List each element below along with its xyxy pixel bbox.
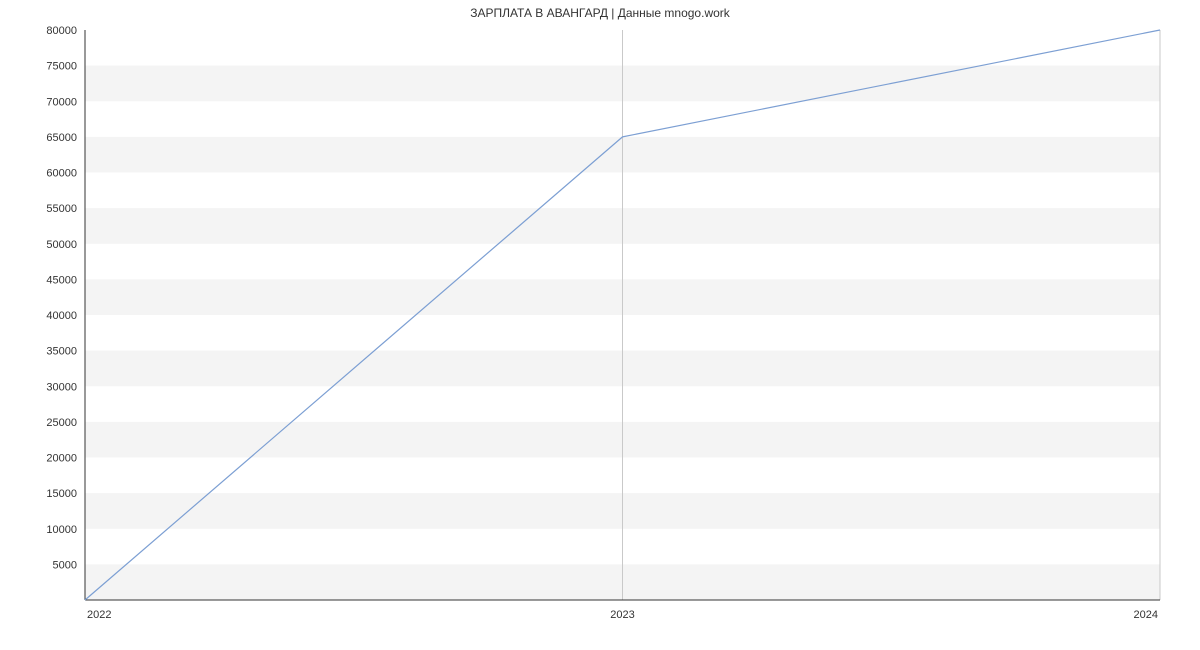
- y-tick-label: 10000: [46, 524, 77, 536]
- y-tick-label: 35000: [46, 346, 77, 358]
- y-tick-label: 25000: [46, 417, 77, 429]
- salary-line-chart: ЗАРПЛАТА В АВАНГАРД | Данные mnogo.work …: [0, 0, 1200, 650]
- y-tick-label: 70000: [46, 96, 77, 108]
- y-tick-label: 75000: [46, 61, 77, 73]
- y-tick-label: 30000: [46, 381, 77, 393]
- y-tick-label: 15000: [46, 488, 77, 500]
- x-tick-label: 2023: [610, 609, 634, 621]
- y-tick-label: 55000: [46, 203, 77, 215]
- y-tick-label: 5000: [53, 559, 77, 571]
- y-tick-label: 20000: [46, 453, 77, 465]
- x-tick-label: 2024: [1134, 609, 1158, 621]
- chart-title: ЗАРПЛАТА В АВАНГАРД | Данные mnogo.work: [0, 6, 1200, 20]
- y-tick-label: 80000: [46, 25, 77, 37]
- chart-svg: 5000 10000 15000 20000 25000 30000 35000 40000 4…: [0, 0, 1200, 650]
- y-tick-label: 65000: [46, 132, 77, 144]
- x-tick-label: 2022: [87, 609, 111, 621]
- y-tick-label: 60000: [46, 168, 77, 180]
- y-tick-label: 45000: [46, 274, 77, 286]
- y-tick-label: 50000: [46, 239, 77, 251]
- y-tick-label: 40000: [46, 310, 77, 322]
